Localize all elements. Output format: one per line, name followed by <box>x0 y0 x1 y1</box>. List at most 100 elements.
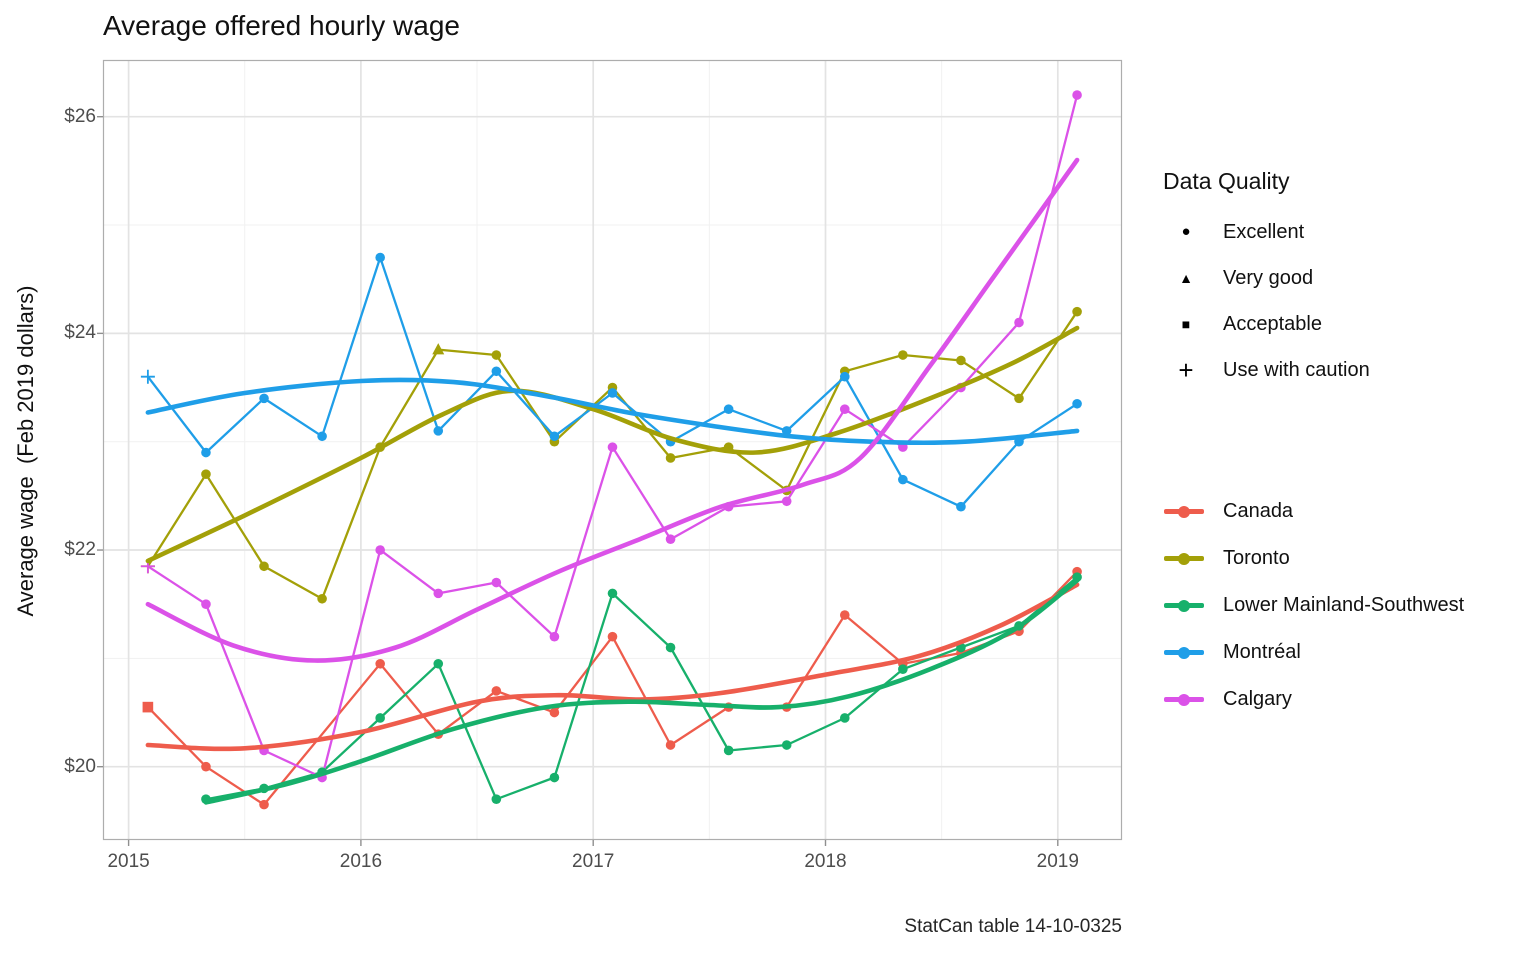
data-point <box>549 431 560 442</box>
data-point <box>549 631 560 642</box>
data-point <box>665 534 676 545</box>
x-axis-tick-label: 2017 <box>572 851 615 872</box>
panel-border <box>102 59 1123 841</box>
legend-item-montreal: Montréal <box>1163 639 1464 665</box>
data-point <box>317 431 327 442</box>
data-point <box>375 713 385 723</box>
chart-title: Average offered hourly wage <box>103 10 460 41</box>
caption: StatCan table 14-10-0325 <box>904 916 1122 937</box>
series-item-label: Toronto <box>1223 546 1290 569</box>
series-smooth-line-Toronto <box>145 325 1080 564</box>
data-point <box>898 350 908 360</box>
data-point <box>491 577 502 588</box>
data-point <box>781 496 792 507</box>
x-axis-tick-label: 2015 <box>107 851 150 872</box>
data-point <box>898 474 908 485</box>
data-point <box>898 664 908 675</box>
data-point <box>839 610 850 620</box>
data-point <box>375 658 385 669</box>
data-point <box>491 350 502 360</box>
legend-item-canada: Canada <box>1163 498 1464 524</box>
data-point <box>839 404 850 415</box>
series-key-swatch <box>1163 545 1209 571</box>
data-point <box>375 545 385 555</box>
series-item-label: Montréal <box>1223 640 1301 663</box>
data-point <box>375 252 385 263</box>
data-point-square <box>142 701 154 713</box>
legend-quality-title: Data Quality <box>1163 168 1290 194</box>
data-point <box>491 366 502 377</box>
data-point <box>1014 393 1024 404</box>
data-point <box>259 799 269 810</box>
axis-ticks <box>97 116 1059 846</box>
data-point <box>607 631 618 642</box>
quality-item-acceptable: ■ Acceptable <box>1163 311 1370 337</box>
data-point <box>723 404 734 415</box>
x-axis-tick-label: 2016 <box>339 851 383 872</box>
data-point <box>259 393 269 404</box>
y-axis-tick-label: $26 <box>64 105 96 127</box>
series-smooth-line-Montréal <box>145 377 1080 446</box>
data-point <box>259 561 269 572</box>
plus-icon: + <box>1178 355 1194 385</box>
data-point <box>491 686 502 696</box>
data-point <box>433 426 444 436</box>
data-point <box>665 740 676 750</box>
data-point <box>549 707 560 718</box>
data-point-plus <box>140 369 155 384</box>
data-point <box>433 658 444 669</box>
series-item-label: Lower Mainland-Southwest <box>1223 593 1465 616</box>
data-point <box>1014 317 1024 328</box>
data-point <box>665 642 676 653</box>
data-point <box>201 447 211 458</box>
data-point-triangle <box>432 343 445 355</box>
data-point <box>665 453 676 463</box>
square-icon: ■ <box>1181 316 1191 332</box>
data-point <box>491 794 502 804</box>
series-item-label: Calgary <box>1223 687 1292 710</box>
data-point <box>781 740 792 750</box>
quality-item-use-with-caution: + Use with caution <box>1163 355 1369 385</box>
data-point <box>317 593 327 604</box>
data-point <box>201 599 211 610</box>
series-smooth-line-Lower Mainland-Southwest <box>203 578 1080 805</box>
data-point <box>1072 90 1082 100</box>
legend-quality: Data Quality ● Excellent ▲ Very good ■ A… <box>1163 168 1370 403</box>
data-point <box>781 426 792 436</box>
series-key-swatch <box>1163 686 1209 712</box>
series-points-Canada <box>142 566 1082 810</box>
data-point <box>839 371 850 382</box>
y-axis-tick-label: $22 <box>64 539 96 561</box>
series-key-swatch <box>1163 639 1209 665</box>
data-point <box>607 442 618 452</box>
quality-item-label: Acceptable <box>1223 312 1322 335</box>
series-raw-line-Canada <box>147 570 1078 806</box>
series-raw-line-Lower Mainland-Southwest <box>205 576 1078 801</box>
data-point <box>956 501 966 512</box>
quality-item-label: Very good <box>1223 266 1314 289</box>
series-item-label: Canada <box>1223 499 1294 522</box>
legend-series: Canada Toronto Lower Mainland-Southwest … <box>1163 498 1464 733</box>
data-point <box>549 772 560 783</box>
series-points-Montréal <box>140 252 1082 512</box>
series-points-Calgary <box>140 90 1082 783</box>
series-raw-line-Montréal <box>146 256 1078 508</box>
quality-item-excellent: ● Excellent <box>1163 219 1370 245</box>
y-axis-tick-label: $20 <box>64 755 96 777</box>
legend-item-toronto: Toronto <box>1163 545 1464 571</box>
data-point <box>1072 398 1082 409</box>
data-point <box>723 745 734 756</box>
data-point <box>201 761 211 772</box>
y-axis-label: Average wage (Feb 2019 dollars) <box>13 285 38 617</box>
data-point <box>433 588 444 599</box>
data-point <box>839 713 850 723</box>
legend-item-lower-mainland-southwest: Lower Mainland-Southwest <box>1163 592 1464 618</box>
series-key-swatch <box>1163 498 1209 524</box>
x-axis-tick-label: 2018 <box>804 851 847 872</box>
x-axis-tick-label: 2019 <box>1036 851 1079 872</box>
quality-item-very-good: ▲ Very good <box>1163 265 1370 291</box>
data-point <box>607 588 618 599</box>
series-raw-line-Calgary <box>147 94 1079 779</box>
data-point <box>607 388 618 398</box>
